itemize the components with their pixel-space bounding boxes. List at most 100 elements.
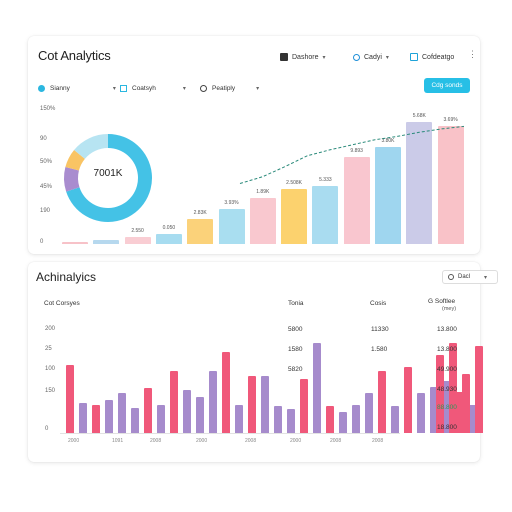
donut-slice[interactable]: [65, 149, 85, 171]
bar[interactable]: [375, 147, 401, 244]
bar[interactable]: [469, 404, 477, 433]
filter-period[interactable]: Peatiply ▾: [200, 82, 259, 94]
bar[interactable]: [437, 125, 464, 244]
bar[interactable]: [157, 405, 165, 433]
bar[interactable]: [326, 406, 334, 433]
x-axis: [60, 433, 400, 434]
bar-value-label: 2.83K: [193, 209, 207, 216]
bar[interactable]: [187, 218, 214, 244]
bar[interactable]: [92, 404, 100, 433]
chevron-down-icon: ▾: [484, 274, 488, 281]
bar[interactable]: [436, 355, 444, 433]
bar[interactable]: [443, 380, 451, 433]
bar[interactable]: [404, 366, 412, 433]
bar-value-label: 3.69%: [443, 116, 458, 123]
bar-value-label: 3.93%: [224, 199, 239, 206]
column-header-sales-unit: (mey): [442, 306, 457, 312]
bar[interactable]: [365, 393, 373, 433]
y-tick-label: 0: [45, 426, 49, 432]
bar[interactable]: [281, 188, 308, 244]
bar[interactable]: [343, 156, 370, 244]
bar[interactable]: [79, 402, 87, 433]
bar[interactable]: [155, 233, 182, 244]
search-icon: [448, 274, 454, 280]
bar[interactable]: [93, 239, 120, 244]
column-header-costs: Cosis: [370, 300, 387, 307]
bar[interactable]: [300, 378, 308, 433]
filter-summary[interactable]: Sianny ▾: [38, 82, 116, 94]
donut-chart: 7001K: [62, 132, 154, 224]
bar[interactable]: [124, 237, 151, 244]
bar[interactable]: [449, 342, 457, 433]
calendar-dropdown[interactable]: Cofdeatgo: [410, 50, 454, 64]
bar[interactable]: [417, 393, 425, 433]
bar[interactable]: [406, 122, 433, 244]
circle-icon: [38, 84, 45, 92]
x-tick-label: 2008: [330, 438, 342, 444]
bar[interactable]: [170, 371, 178, 433]
bar[interactable]: [339, 412, 347, 433]
bar[interactable]: [222, 352, 230, 433]
bar[interactable]: [248, 376, 256, 433]
bar[interactable]: [378, 371, 386, 433]
bar[interactable]: [462, 374, 470, 433]
filter-summary-label: Sianny: [50, 84, 70, 92]
x-tick-label: 2000: [68, 438, 80, 444]
y-tick-label: 150%: [40, 106, 56, 112]
y-tick-label: 150: [45, 388, 56, 394]
bar[interactable]: [209, 371, 217, 433]
bar[interactable]: [352, 404, 360, 433]
chevron-down-icon: ▾: [322, 54, 326, 61]
app-title: Cot Analytics: [38, 48, 111, 63]
bar[interactable]: [249, 197, 276, 244]
primary-action-button[interactable]: Cdg sonds: [424, 78, 470, 93]
bar[interactable]: [218, 208, 245, 244]
bar-value-label: 3.80K: [381, 138, 395, 145]
x-tick-label: 2008: [245, 438, 257, 444]
bar[interactable]: [105, 399, 113, 433]
square-icon: [120, 84, 127, 92]
range-select[interactable]: Dacl ▾: [442, 270, 498, 284]
bar[interactable]: [391, 406, 399, 433]
bar[interactable]: [456, 392, 464, 433]
donut-slice[interactable]: [66, 134, 152, 222]
bar[interactable]: [313, 342, 321, 433]
donut-slice[interactable]: [64, 167, 80, 192]
donut-slice[interactable]: [74, 134, 108, 159]
y-tick-label: 190: [40, 208, 51, 214]
bar[interactable]: [131, 408, 139, 433]
bar-value-label: 5.68K: [412, 113, 426, 120]
dashboard-dropdown[interactable]: Dashore ▾: [280, 50, 325, 64]
bar[interactable]: [144, 388, 152, 433]
bar-value-label: 0.050: [162, 224, 176, 231]
calendar-dropdown-label: Cofdeatgo: [422, 53, 455, 61]
x-tick-label: 1091: [112, 438, 124, 444]
filter-period-label: Peatiply: [212, 84, 236, 92]
bar[interactable]: [287, 409, 295, 433]
bar-value-label: 5.333: [319, 177, 332, 184]
bar-value-label: 2.550: [131, 228, 144, 235]
donut-center-value: 7001K: [93, 168, 123, 179]
more-menu-icon[interactable]: ⋮: [468, 49, 477, 59]
bar[interactable]: [196, 396, 204, 433]
bar[interactable]: [430, 387, 438, 433]
bar-value-label: 9.893: [350, 147, 363, 154]
bar[interactable]: [62, 242, 88, 244]
bar[interactable]: [261, 376, 269, 433]
bar[interactable]: [235, 404, 243, 433]
bar[interactable]: [183, 390, 191, 433]
filter-category[interactable]: Coatsyh ▾: [120, 82, 186, 94]
chevron-down-icon: ▾: [112, 85, 116, 92]
column-header-sales: G Softlee: [428, 298, 456, 305]
search-dropdown[interactable]: Cadyi ▾: [353, 50, 389, 64]
bar[interactable]: [118, 393, 126, 433]
bar[interactable]: [312, 186, 339, 244]
chevron-down-icon: ▾: [182, 85, 186, 92]
bar[interactable]: [66, 364, 74, 433]
bar[interactable]: [475, 345, 483, 433]
bar[interactable]: [274, 406, 282, 433]
y-tick-label: 45%: [40, 184, 53, 190]
bar-value-label: 1.89K: [256, 188, 270, 195]
y-tick-label: 50%: [40, 159, 53, 165]
column-header-companies: Cot Corsyes: [44, 300, 80, 307]
